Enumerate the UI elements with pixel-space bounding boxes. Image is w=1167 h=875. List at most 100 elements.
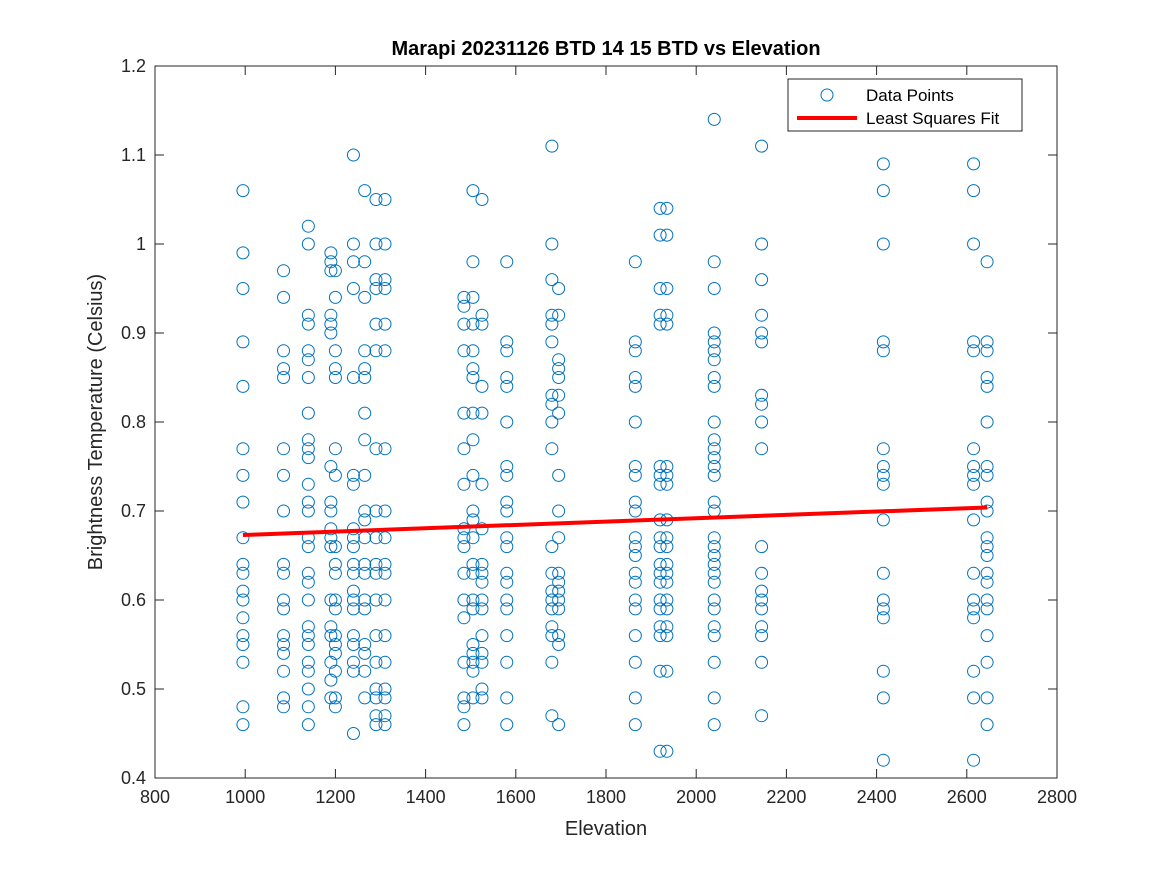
data-point <box>378 593 392 607</box>
data-point <box>324 460 338 473</box>
data-point <box>369 718 383 732</box>
data-point <box>328 664 342 678</box>
data-point <box>755 540 769 554</box>
data-point <box>301 504 315 518</box>
data-point <box>301 593 315 607</box>
data-point <box>707 344 721 358</box>
data-point <box>369 691 383 705</box>
data-point <box>466 504 480 518</box>
data-point <box>358 255 372 269</box>
data-point <box>653 317 667 331</box>
data-point <box>324 246 338 260</box>
data-point <box>660 317 674 331</box>
data-point <box>358 433 372 447</box>
data-point <box>378 709 392 723</box>
data-point <box>707 718 721 732</box>
data-point <box>660 477 674 491</box>
data-point <box>301 237 315 251</box>
data-point <box>324 655 338 669</box>
data-point <box>653 744 667 758</box>
y-axis-ticks: 0.4 0.5 0.6 0.7 0.8 0.9 1 1.1 1.2 <box>121 56 1057 788</box>
data-point <box>755 655 769 669</box>
data-point <box>545 308 559 322</box>
data-point <box>466 344 480 358</box>
data-point <box>457 593 471 607</box>
data-point <box>466 655 480 669</box>
data-point <box>277 290 291 304</box>
data-point <box>301 566 315 580</box>
legend-marker-data-points <box>820 88 834 102</box>
data-point <box>876 566 890 580</box>
data-point <box>500 566 514 580</box>
data-point <box>755 237 769 251</box>
data-point <box>301 442 315 456</box>
x-tick-label: 1800 <box>586 787 626 807</box>
data-point <box>378 273 392 287</box>
data-point <box>876 513 890 527</box>
data-point <box>277 442 291 456</box>
data-point <box>967 753 981 767</box>
y-tick-label: 1 <box>136 234 146 254</box>
data-point <box>660 593 674 607</box>
data-point <box>369 593 383 607</box>
data-point <box>653 540 667 554</box>
x-tick-label: 1400 <box>406 787 446 807</box>
data-point <box>277 504 291 518</box>
data-point <box>552 406 566 420</box>
data-point <box>755 397 769 411</box>
data-point <box>500 540 514 554</box>
data-point <box>457 691 471 705</box>
data-point <box>475 193 489 206</box>
data-point <box>545 415 559 429</box>
x-axis-ticks: 800 1000 1200 1400 1600 1800 2000 2200 2400 2600 2… <box>140 66 1077 807</box>
data-point <box>301 629 315 643</box>
data-point <box>755 442 769 456</box>
data-point <box>876 335 890 349</box>
data-point <box>346 477 360 491</box>
x-axis-label: Elevation <box>565 818 647 840</box>
y-tick-label: 0.9 <box>121 323 146 343</box>
data-point <box>466 362 480 376</box>
data-point <box>967 477 981 491</box>
data-point <box>707 415 721 429</box>
data-point <box>358 371 372 384</box>
data-point <box>369 317 383 331</box>
data-point <box>707 593 721 607</box>
data-point <box>876 593 890 607</box>
data-point <box>466 433 480 447</box>
data-point <box>707 540 721 554</box>
data-point <box>545 584 559 598</box>
data-point <box>236 442 250 456</box>
data-point <box>457 299 471 313</box>
data-point <box>500 504 514 518</box>
data-point <box>466 638 480 651</box>
data-point <box>457 406 471 420</box>
data-point <box>358 504 372 518</box>
data-point <box>707 112 721 126</box>
data-point <box>378 566 392 580</box>
data-point <box>324 691 338 705</box>
data-point <box>358 593 372 607</box>
y-tick-label: 0.6 <box>121 590 146 610</box>
data-point <box>980 379 994 393</box>
data-point <box>358 646 372 660</box>
data-point <box>500 468 514 482</box>
data-point <box>967 602 981 616</box>
data-point <box>301 700 315 714</box>
data-point <box>653 477 667 491</box>
data-point <box>301 406 315 420</box>
data-point <box>660 531 674 545</box>
data-point <box>653 308 667 322</box>
data-point <box>876 468 890 482</box>
data-point <box>552 282 566 295</box>
data-point <box>967 157 981 171</box>
data-point <box>301 664 315 678</box>
data-point <box>328 362 342 376</box>
data-point <box>358 638 372 651</box>
data-point <box>378 442 392 456</box>
data-point <box>328 468 342 482</box>
data-point <box>545 237 559 251</box>
legend: Data Points Least Squares Fit <box>787 78 1023 132</box>
data-point <box>545 397 559 411</box>
data-point <box>236 495 250 509</box>
